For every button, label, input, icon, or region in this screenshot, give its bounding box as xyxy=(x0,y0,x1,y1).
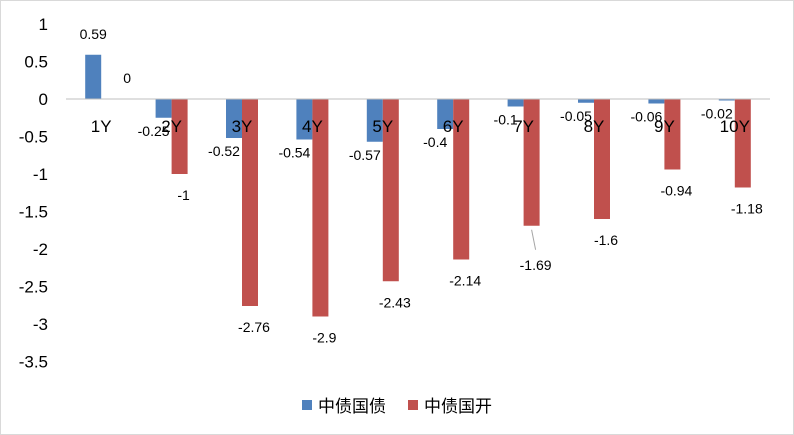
data-label-series-1: 0.59 xyxy=(80,26,107,42)
category-label: 3Y xyxy=(232,117,253,136)
y-tick-label: 0.5 xyxy=(24,53,48,72)
legend-item-series-2: 中债国开 xyxy=(408,392,492,417)
data-label-series-1: -0.02 xyxy=(701,106,733,122)
y-axis-ticks: 1 0.5 0 -0.5 -1 -1.5 -2 -2.5 -3 -3.5 xyxy=(19,15,48,372)
bar-series-2 xyxy=(734,99,751,188)
category-labels: 1Y 2Y 3Y 4Y 5Y 6Y 7Y 8Y 9Y 10Y xyxy=(91,117,750,136)
data-label-series-2: 0 xyxy=(123,70,131,86)
bar-series-2 xyxy=(171,99,188,174)
bar-series-1 xyxy=(507,99,524,107)
data-label-series-1: -0.25 xyxy=(138,123,170,139)
legend-swatch-series-2 xyxy=(408,399,418,410)
bar-series-2 xyxy=(453,99,470,260)
y-tick-label: 1 xyxy=(39,15,48,34)
bar-series-1 xyxy=(648,99,665,104)
data-labels: 0.59 0 -0.25 -1 -0.52 -2.76 -0.54 -2.9 -0.57 -2.4… xyxy=(80,26,763,346)
bar-series-1 xyxy=(437,99,454,129)
data-label-series-1: -0.52 xyxy=(208,143,240,159)
bar-series-1 xyxy=(366,99,383,142)
data-label-series-2: -2.14 xyxy=(449,273,481,289)
data-label-series-1: -0.05 xyxy=(560,108,592,124)
data-label-series-2: -2.76 xyxy=(238,319,270,335)
category-label: 8Y xyxy=(584,117,605,136)
legend-swatch-series-1 xyxy=(302,399,312,410)
bar-series-1 xyxy=(296,99,313,140)
category-label: 4Y xyxy=(302,117,323,136)
data-label-series-2: -1.69 xyxy=(520,257,552,273)
category-label: 9Y xyxy=(654,117,675,136)
y-tick-label: -3.5 xyxy=(19,353,48,372)
data-label-series-2: -2.43 xyxy=(379,294,411,310)
data-label-series-2: -2.9 xyxy=(312,330,336,346)
y-tick-label: -0.5 xyxy=(19,128,48,147)
bar-series-2 xyxy=(523,99,540,226)
data-label-series-2: -1 xyxy=(177,187,190,203)
data-label-series-2: -1.18 xyxy=(731,201,763,217)
y-tick-label: -2 xyxy=(33,240,48,259)
category-label: 1Y xyxy=(91,117,112,136)
category-label: 10Y xyxy=(720,117,750,136)
leader-line xyxy=(531,229,537,250)
bar-series-1 xyxy=(85,54,102,99)
data-label-series-1: -0.54 xyxy=(278,145,310,161)
data-label-series-1: -0.1 xyxy=(494,112,518,128)
bar-series-2 xyxy=(382,99,399,282)
data-label-series-1: -0.4 xyxy=(423,134,447,150)
data-label-series-2: -0.94 xyxy=(660,183,692,199)
data-label-series-2: -1.6 xyxy=(594,232,618,248)
y-tick-label: -1 xyxy=(33,165,48,184)
data-label-series-1: -0.57 xyxy=(349,147,381,163)
y-tick-label: -1.5 xyxy=(19,203,48,222)
bar-series-1 xyxy=(718,99,735,101)
category-label: 2Y xyxy=(161,117,182,136)
bars xyxy=(85,54,751,317)
bar-series-2 xyxy=(312,99,329,317)
legend-item-series-1: 中债国债 xyxy=(302,392,386,417)
category-label: 5Y xyxy=(372,117,393,136)
bar-series-1 xyxy=(155,99,172,118)
legend: 中债国债 中债国开 xyxy=(0,392,794,417)
legend-label-series-2: 中债国开 xyxy=(424,397,492,416)
y-tick-label: -3 xyxy=(33,315,48,334)
y-tick-label: 0 xyxy=(39,90,48,109)
bar-series-2 xyxy=(594,99,610,219)
y-tick-label: -2.5 xyxy=(19,278,48,297)
category-label: 6Y xyxy=(443,117,464,136)
bar-series-2 xyxy=(242,99,258,306)
bar-series-2 xyxy=(664,99,681,170)
bar-series-1 xyxy=(226,99,242,138)
legend-label-series-1: 中债国债 xyxy=(318,397,386,416)
data-label-series-1: -0.06 xyxy=(630,109,662,125)
bar-series-1 xyxy=(578,99,594,103)
category-label: 7Y xyxy=(513,117,534,136)
